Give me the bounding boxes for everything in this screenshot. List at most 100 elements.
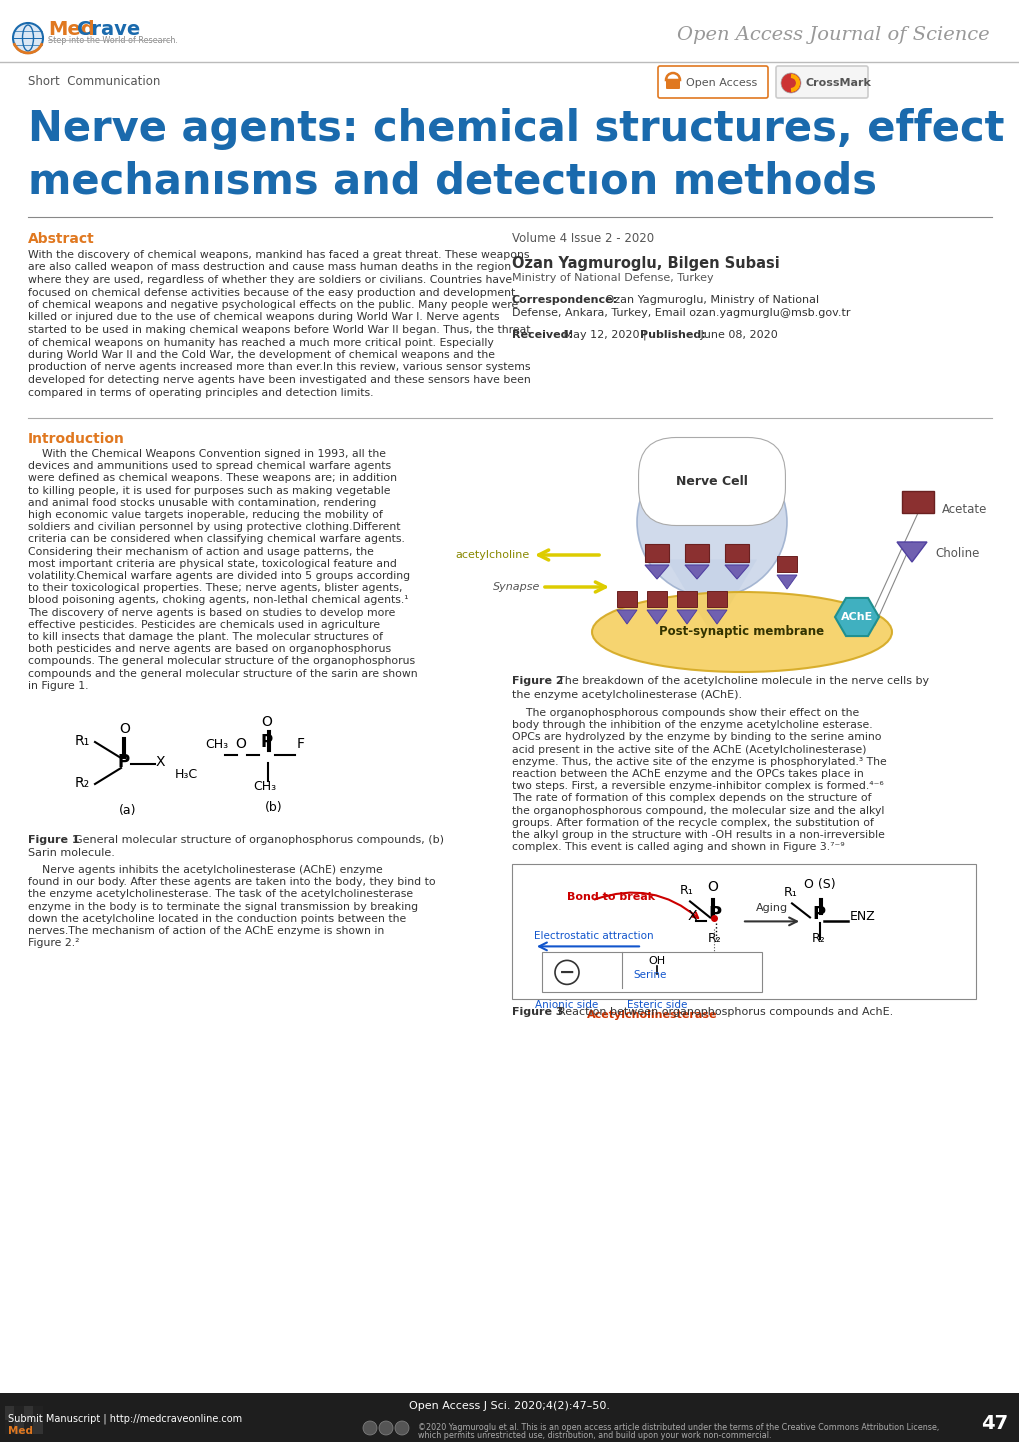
Text: H₃C: H₃C [175, 769, 198, 782]
Text: Ozan Yagmuroglu, Bilgen Subasi: Ozan Yagmuroglu, Bilgen Subasi [512, 257, 779, 271]
Text: X: X [156, 756, 165, 769]
Text: O: O [706, 881, 717, 894]
Text: which permits unrestricted use, distribution, and build upon your work non-comme: which permits unrestricted use, distribu… [418, 1432, 770, 1441]
Text: high economic value targets inoperable, reducing the mobility of: high economic value targets inoperable, … [28, 510, 382, 521]
Text: R₂: R₂ [75, 776, 90, 790]
Text: in Figure 1.: in Figure 1. [28, 681, 89, 691]
Text: The discovery of nerve agents is based on studies to develop more: The discovery of nerve agents is based o… [28, 607, 395, 617]
Text: 47: 47 [980, 1415, 1007, 1433]
Text: Volume 4 Issue 2 - 2020: Volume 4 Issue 2 - 2020 [512, 232, 653, 245]
Text: where they are used, regardless of whether they are soldiers or civilians. Count: where they are used, regardless of wheth… [28, 275, 512, 286]
Text: Nerve Cell: Nerve Cell [676, 474, 747, 487]
Text: groups. After formation of the recycle complex, the substitution of: groups. After formation of the recycle c… [512, 818, 873, 828]
Text: most important criteria are physical state, toxicological feature and: most important criteria are physical sta… [28, 559, 396, 568]
Text: P: P [261, 733, 273, 751]
Text: compounds. The general molecular structure of the organophosphorus: compounds. The general molecular structu… [28, 656, 415, 666]
Text: were defined as chemical weapons. These weapons are; in addition: were defined as chemical weapons. These … [28, 473, 396, 483]
Text: Figure 2: Figure 2 [512, 676, 567, 686]
Text: Open Access: Open Access [686, 78, 756, 88]
Text: Considering their mechanism of action and usage patterns, the: Considering their mechanism of action an… [28, 547, 374, 557]
Text: to killing people, it is used for purposes such as making vegetable: to killing people, it is used for purpos… [28, 486, 390, 496]
Text: compared in terms of operating principles and detection limits.: compared in terms of operating principle… [28, 388, 373, 398]
Text: Ministry of National Defense, Turkey: Ministry of National Defense, Turkey [512, 273, 713, 283]
Text: Short  Communication: Short Communication [28, 75, 160, 88]
Text: volatility.Chemical warfare agents are divided into 5 groups according: volatility.Chemical warfare agents are d… [28, 571, 410, 581]
Text: Figure 3: Figure 3 [512, 1008, 567, 1018]
Text: two steps. First, a reversible enzyme-inhibitor complex is formed.⁴⁻⁶: two steps. First, a reversible enzyme-in… [512, 782, 882, 792]
Text: R₁: R₁ [784, 887, 797, 900]
Text: X: X [688, 910, 697, 923]
Text: With the discovery of chemical weapons, mankind has faced a great threat. These : With the discovery of chemical weapons, … [28, 249, 529, 260]
Polygon shape [896, 542, 926, 562]
Text: Sarin molecule.: Sarin molecule. [28, 848, 115, 858]
Text: Introduction: Introduction [28, 433, 124, 446]
Text: Serine: Serine [633, 970, 666, 981]
Text: R₂: R₂ [811, 933, 825, 946]
Bar [0, 1393, 1019, 1442]
Text: (a): (a) [119, 805, 137, 818]
Bar [646, 591, 666, 607]
Text: Published:: Published: [639, 330, 705, 340]
Text: −: − [558, 963, 575, 982]
Polygon shape [616, 610, 637, 624]
Circle shape [554, 960, 579, 985]
Text: Nerve agents inhibits the acetylcholinesterase (AChE) enzyme: Nerve agents inhibits the acetylcholines… [28, 865, 382, 875]
Polygon shape [835, 598, 878, 636]
Text: of chemical weapons on humanity has reached a much more critical point. Especial: of chemical weapons on humanity has reac… [28, 337, 493, 348]
Text: the alkyl group in the structure with -OH results in a non-irreversible: the alkyl group in the structure with -O… [512, 831, 884, 841]
Text: complex. This event is called aging and shown in Figure 3.⁷⁻⁹: complex. This event is called aging and … [512, 842, 844, 852]
Text: General molecular structure of organophosphorus compounds, (b): General molecular structure of organopho… [74, 835, 443, 845]
Text: reaction between the AChE enzyme and the OPCs takes place in: reaction between the AChE enzyme and the… [512, 769, 863, 779]
Circle shape [13, 23, 43, 53]
Text: O: O [234, 737, 246, 751]
Circle shape [637, 447, 787, 597]
Text: With the Chemical Weapons Convention signed in 1993, all the: With the Chemical Weapons Convention sig… [28, 448, 385, 459]
Text: acetylcholine: acetylcholine [455, 549, 530, 559]
FancyBboxPatch shape [775, 66, 867, 98]
Circle shape [394, 1420, 409, 1435]
Text: Choline: Choline [934, 547, 978, 559]
Text: Synapse: Synapse [492, 583, 539, 593]
Text: Submit Manuscript | http://medcraveonline.com: Submit Manuscript | http://medcraveonlin… [8, 1415, 242, 1425]
Polygon shape [644, 565, 668, 580]
Text: R₁: R₁ [75, 734, 90, 748]
Text: CH₃: CH₃ [253, 780, 276, 793]
Text: body through the inhibition of the enzyme acetylcholine esterase.: body through the inhibition of the enzym… [512, 720, 872, 730]
Bar [616, 591, 637, 607]
Text: CrossMark: CrossMark [805, 78, 871, 88]
Text: nerves.The mechanism of action of the AChE enzyme is shown in: nerves.The mechanism of action of the AC… [28, 926, 384, 936]
Text: the organophosphorous compound, the molecular size and the alkyl: the organophosphorous compound, the mole… [512, 806, 883, 816]
Text: Electrostatic attraction: Electrostatic attraction [534, 932, 653, 942]
Text: Reaction between organophosphorus compounds and AchE.: Reaction between organophosphorus compou… [557, 1008, 893, 1018]
Text: O: O [119, 722, 129, 735]
Bar [24, 1420, 34, 1433]
Text: R₂: R₂ [707, 933, 721, 946]
Text: Med: Med [8, 1426, 33, 1436]
Text: Esteric side: Esteric side [627, 1001, 687, 1011]
Text: found in our body. After these agents are taken into the body, they bind to: found in our body. After these agents ar… [28, 877, 435, 887]
Text: The organophosphorous compounds show their effect on the: The organophosphorous compounds show the… [512, 708, 858, 718]
Bar [14, 1406, 24, 1420]
Text: Ozan Yagmuroglu, Ministry of National: Ozan Yagmuroglu, Ministry of National [601, 296, 818, 306]
Circle shape [781, 74, 800, 92]
Text: Figure 2.²: Figure 2.² [28, 939, 79, 949]
Text: Figure 1: Figure 1 [28, 835, 84, 845]
Text: Acetylcholinesterase: Acetylcholinesterase [586, 1011, 716, 1021]
Bar [512, 864, 975, 999]
Text: devices and ammunitions used to spread chemical warfare agents: devices and ammunitions used to spread c… [28, 461, 390, 472]
Text: developed for detecting nerve agents have been investigated and these sensors ha: developed for detecting nerve agents hav… [28, 375, 530, 385]
Text: Received:: Received: [512, 330, 573, 340]
Text: to their toxicological properties. These; nerve agents, blister agents,: to their toxicological properties. These… [28, 583, 403, 593]
Text: Anionic side: Anionic side [535, 1001, 598, 1011]
Text: mechanısms and detectıon methods: mechanısms and detectıon methods [28, 160, 876, 202]
Text: during World War II and the Cold War, the development of chemical weapons and th: during World War II and the Cold War, th… [28, 350, 494, 360]
Text: Acetate: Acetate [942, 503, 986, 516]
Bar [0, 0, 1019, 65]
Bar [901, 490, 933, 513]
Text: OPCs are hydrolyzed by the enzyme by binding to the serine amino: OPCs are hydrolyzed by the enzyme by bin… [512, 733, 880, 743]
Text: F: F [297, 737, 305, 751]
Text: O: O [261, 715, 272, 730]
Text: ENZ: ENZ [849, 910, 875, 923]
Bar [5, 1420, 14, 1433]
Text: AChE: AChE [840, 611, 872, 622]
